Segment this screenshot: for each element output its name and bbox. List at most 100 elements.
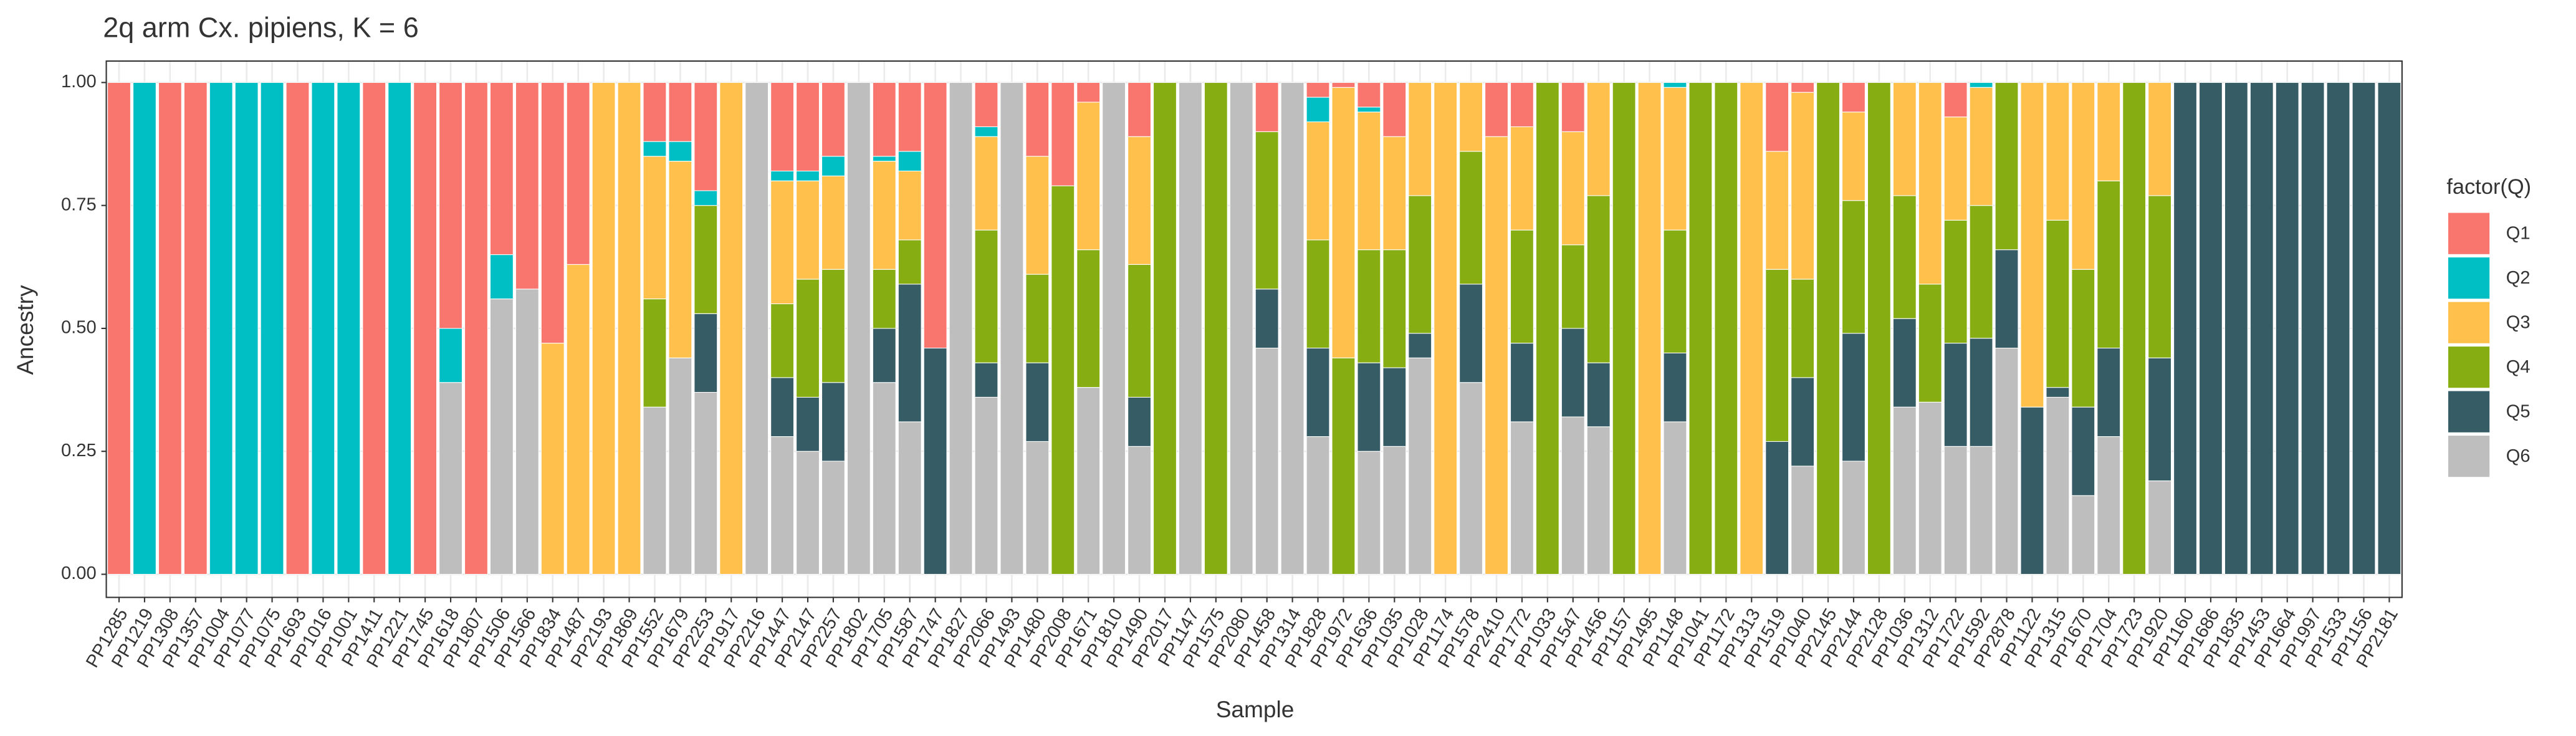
bar-segment bbox=[1842, 112, 1865, 201]
bar-segment bbox=[1204, 82, 1228, 575]
y-tick-label: 0.50 bbox=[61, 318, 97, 338]
bar-segment bbox=[1331, 82, 1356, 88]
y-tick-label: 1.00 bbox=[61, 72, 97, 92]
bar-segment bbox=[1765, 441, 1789, 575]
chart-title: 2q arm Cx. pipiens, K = 6 bbox=[103, 12, 419, 44]
bar-segment bbox=[1791, 466, 1815, 575]
bar-segment bbox=[1791, 279, 1815, 378]
bar-segment bbox=[821, 269, 845, 383]
bar-segment bbox=[2173, 82, 2197, 575]
bar-segment bbox=[2148, 195, 2172, 358]
bar-segment bbox=[1000, 82, 1024, 575]
bar-segment bbox=[489, 254, 514, 300]
bar-segment bbox=[974, 362, 998, 398]
bar-segment bbox=[1255, 82, 1279, 132]
legend-label: Q2 bbox=[2506, 268, 2531, 288]
bar-segment bbox=[1994, 82, 2019, 251]
legend-key bbox=[2448, 257, 2490, 299]
bar-segment bbox=[694, 82, 718, 191]
bar-segment bbox=[1255, 131, 1279, 290]
bar-segment bbox=[1892, 82, 1917, 196]
bar-segment bbox=[515, 289, 539, 575]
bar-segment bbox=[515, 82, 539, 290]
bar-segment bbox=[1025, 82, 1050, 157]
bar-segment bbox=[1714, 82, 1738, 575]
bar-segment bbox=[1331, 357, 1356, 575]
bar-segment bbox=[1561, 416, 1585, 575]
bar-segment bbox=[1943, 343, 1968, 447]
bar-segment bbox=[821, 461, 845, 575]
legend-label: Q3 bbox=[2506, 313, 2531, 333]
bar-segment bbox=[719, 82, 744, 575]
bar-segment bbox=[694, 190, 718, 206]
bar-segment bbox=[796, 279, 820, 398]
bar-segment bbox=[898, 421, 922, 575]
bar-segment bbox=[796, 82, 820, 171]
bar-segment bbox=[2148, 357, 2172, 482]
bar-segment bbox=[1969, 446, 1993, 575]
bar-segment bbox=[2122, 82, 2147, 575]
bar-segment bbox=[643, 299, 667, 408]
bar-segment bbox=[1586, 426, 1611, 575]
bar-segment bbox=[1025, 274, 1050, 363]
bar-segment bbox=[770, 180, 795, 305]
bar-segment bbox=[1969, 205, 1993, 339]
bar-segment bbox=[1510, 421, 1534, 575]
bar-segment bbox=[362, 82, 386, 575]
bar-segment bbox=[1969, 82, 1993, 88]
bar-segment bbox=[1306, 97, 1330, 123]
bar-segment bbox=[1382, 82, 1407, 137]
bar-segment bbox=[1510, 82, 1534, 127]
bar-segment bbox=[923, 82, 947, 349]
bar-segment bbox=[2071, 82, 2095, 270]
bar-segment bbox=[1331, 87, 1356, 358]
bar-segment bbox=[107, 82, 131, 575]
bar-segment bbox=[2071, 495, 2095, 575]
bar-segment bbox=[668, 357, 692, 575]
bar-segment bbox=[1535, 82, 1559, 575]
bar-segment bbox=[1357, 82, 1381, 108]
y-axis-title: Ancestry bbox=[12, 285, 38, 375]
bar-segment bbox=[234, 82, 259, 575]
bar-segment bbox=[923, 347, 947, 575]
bar-segment bbox=[1459, 284, 1483, 383]
legend-label: Q5 bbox=[2506, 402, 2531, 422]
y-tick-label: 0.25 bbox=[61, 441, 97, 461]
bar-segment bbox=[1382, 367, 1407, 447]
bar-segment bbox=[1306, 121, 1330, 241]
bar-segment bbox=[1306, 239, 1330, 349]
y-tick-label: 0.75 bbox=[61, 194, 97, 214]
bar-segment bbox=[1459, 82, 1483, 152]
bar-segment bbox=[846, 82, 871, 575]
bar-segment bbox=[2148, 82, 2172, 196]
bar-segment bbox=[1586, 195, 1611, 363]
bar-segment bbox=[1280, 82, 1305, 575]
bar-segment bbox=[617, 82, 641, 575]
bar-segment bbox=[770, 170, 795, 181]
bar-segment bbox=[872, 382, 896, 575]
bar-segment bbox=[2097, 82, 2121, 181]
bar-segment bbox=[2020, 406, 2044, 575]
panel-border bbox=[105, 60, 2403, 598]
bar-segment bbox=[1255, 289, 1279, 349]
bar-segment bbox=[1561, 244, 1585, 329]
bar-segment bbox=[132, 82, 156, 575]
bar-segment bbox=[1357, 249, 1381, 363]
bar-segment bbox=[872, 161, 896, 270]
bar-segment bbox=[2046, 387, 2070, 398]
bar-segment bbox=[1357, 107, 1381, 113]
bar-segment bbox=[770, 436, 795, 575]
bar-segment bbox=[1561, 328, 1585, 418]
legend-key bbox=[2448, 302, 2490, 343]
bar-segment bbox=[1867, 82, 1891, 575]
bar-segment bbox=[1586, 82, 1611, 196]
bar-segment bbox=[1842, 82, 1865, 113]
bar-segment bbox=[694, 205, 718, 314]
bar-segment bbox=[898, 284, 922, 423]
bar-segment bbox=[821, 382, 845, 462]
bar-segment bbox=[1025, 156, 1050, 275]
bar-segment bbox=[1663, 87, 1687, 231]
bar-segment bbox=[1842, 461, 1865, 575]
bar-segment bbox=[1485, 136, 1508, 575]
bar-segment bbox=[209, 82, 233, 575]
